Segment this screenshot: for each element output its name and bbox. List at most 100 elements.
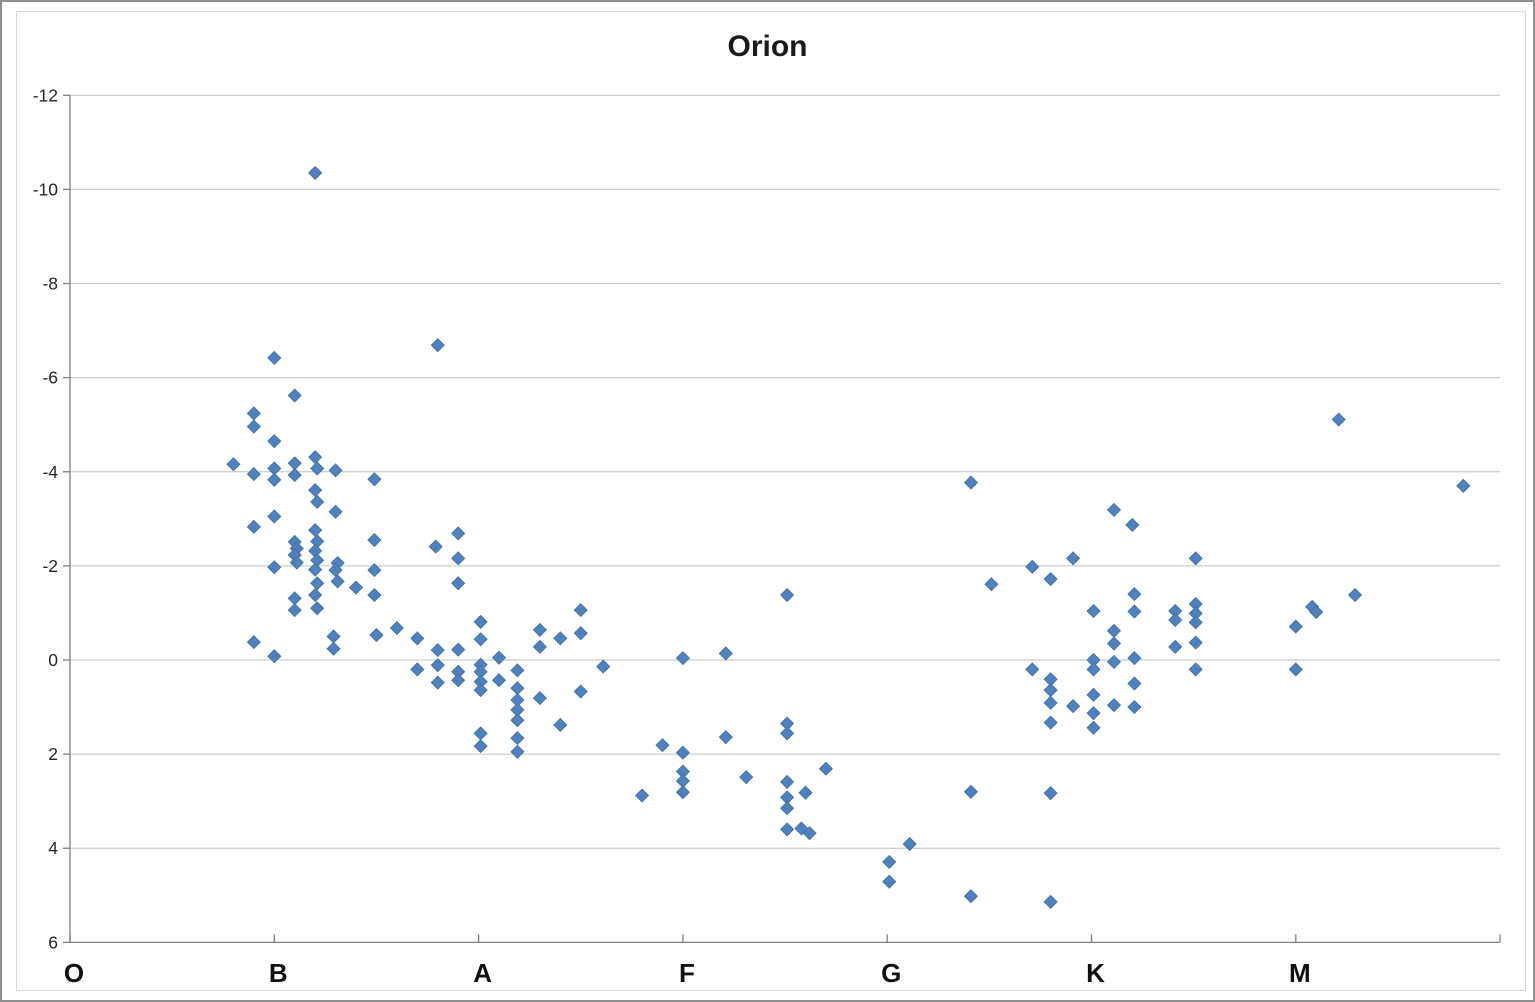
data-point — [1043, 894, 1058, 909]
x-category-label: K — [1086, 958, 1105, 988]
data-point — [310, 494, 325, 509]
data-point — [267, 509, 282, 524]
data-point — [326, 629, 341, 644]
data-point — [1066, 551, 1081, 566]
data-point — [246, 419, 261, 434]
data-point — [573, 684, 588, 699]
data-point — [1106, 654, 1122, 669]
data-point — [287, 388, 302, 403]
data-point — [1127, 604, 1142, 619]
data-point — [510, 744, 525, 759]
data-point — [491, 650, 507, 665]
data-point — [246, 519, 261, 534]
data-point — [1127, 587, 1142, 602]
data-point — [1127, 651, 1142, 666]
data-point — [1066, 699, 1081, 714]
data-point — [330, 574, 345, 589]
y-tick-label: 2 — [48, 744, 58, 764]
data-point — [532, 622, 547, 637]
data-point — [473, 614, 488, 629]
data-point — [510, 663, 525, 678]
y-tick-label: -6 — [42, 368, 58, 388]
data-point — [963, 475, 979, 490]
x-category-label: O — [64, 958, 84, 988]
data-point — [1168, 612, 1183, 628]
data-point — [348, 580, 364, 595]
data-point — [1043, 786, 1058, 801]
data-point — [473, 632, 488, 647]
data-point — [963, 889, 979, 904]
data-point — [1288, 662, 1303, 677]
data-point — [287, 456, 302, 471]
data-point — [226, 457, 241, 472]
y-tick-label: -8 — [42, 274, 58, 294]
data-point — [818, 761, 833, 776]
data-point — [1309, 604, 1324, 620]
data-point — [451, 642, 466, 657]
data-point — [267, 472, 282, 487]
data-point — [310, 601, 325, 616]
data-point — [389, 620, 404, 636]
y-tick-label: -2 — [42, 556, 58, 576]
data-point — [1188, 662, 1203, 677]
data-point — [267, 649, 282, 664]
data-point — [410, 662, 425, 677]
data-point — [553, 717, 568, 733]
data-point — [1456, 478, 1471, 493]
data-point — [287, 603, 302, 618]
data-point — [532, 639, 547, 654]
data-point — [573, 626, 588, 641]
data-point — [451, 673, 466, 688]
data-point — [1043, 683, 1058, 698]
data-point — [308, 562, 323, 577]
data-point — [1106, 502, 1122, 517]
data-point — [1086, 603, 1101, 619]
data-point — [655, 738, 670, 753]
data-point — [310, 461, 325, 476]
data-point — [491, 673, 507, 688]
data-point — [1043, 571, 1058, 587]
data-point — [802, 826, 817, 841]
data-point — [780, 774, 795, 789]
data-point — [451, 526, 466, 541]
data-point — [328, 504, 343, 519]
data-point — [1025, 662, 1040, 677]
data-point — [1106, 623, 1122, 638]
data-point — [308, 165, 323, 180]
data-point — [369, 627, 384, 643]
y-tick-label: -12 — [33, 85, 58, 105]
data-point — [780, 726, 795, 741]
data-point — [289, 555, 304, 570]
data-point — [310, 576, 325, 591]
data-point — [739, 770, 754, 785]
data-point — [573, 603, 588, 618]
data-point — [510, 731, 525, 746]
data-point — [267, 434, 282, 449]
x-category-label: M — [1289, 958, 1311, 988]
data-point — [1331, 412, 1346, 427]
data-point — [430, 658, 445, 673]
x-category-label: B — [269, 958, 288, 988]
data-point — [1188, 615, 1203, 630]
data-point — [1125, 517, 1140, 533]
data-point — [553, 631, 568, 646]
data-point — [267, 350, 282, 365]
data-point — [675, 745, 690, 760]
y-tick-label: -10 — [33, 179, 59, 199]
data-point — [430, 675, 445, 690]
data-point — [718, 646, 733, 661]
data-point — [367, 532, 382, 548]
x-category-label: A — [473, 958, 492, 988]
data-point — [794, 821, 809, 836]
x-category-label: G — [881, 958, 901, 988]
data-point — [718, 730, 733, 745]
data-point — [1127, 676, 1142, 691]
data-point — [1288, 619, 1303, 634]
data-point — [1188, 551, 1203, 566]
data-point — [675, 785, 690, 800]
data-point — [882, 854, 897, 869]
data-point — [634, 788, 650, 803]
data-point — [532, 691, 547, 706]
